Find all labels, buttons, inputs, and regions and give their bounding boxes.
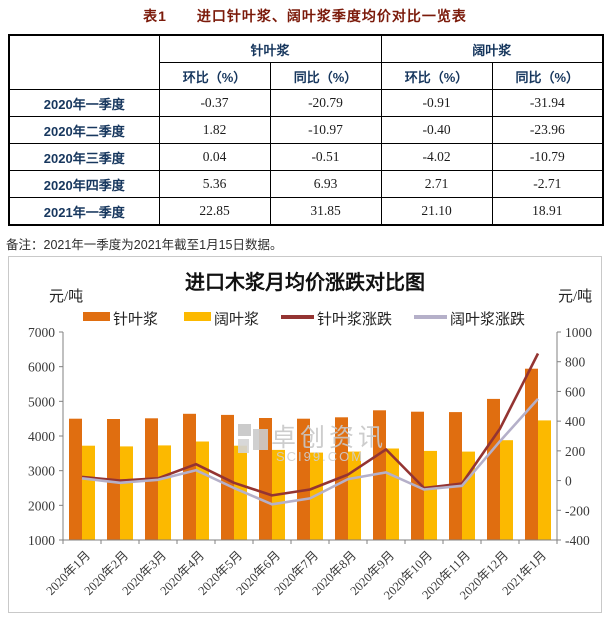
watermark-text: SCI99.COM — [276, 449, 364, 464]
cell: -4.02 — [380, 143, 493, 171]
table-row: 2020年四季度 5.36 6.93 2.71 -2.71 — [8, 170, 604, 198]
price-change-chart: 进口木浆月均价涨跌对比图 元/吨 元/吨 针叶浆 阔叶浆 针叶浆涨跌 阔叶浆涨跌… — [8, 256, 602, 613]
table-footnote: 备注：2021年一季度为2021年截至1月15日数据。 — [6, 238, 283, 252]
bar-hardwood-pulp-11 — [500, 440, 513, 540]
line-hardwood-change — [81, 398, 539, 506]
y-axis-right-label: -400 — [565, 533, 590, 548]
y-axis-left-label: 2000 — [28, 498, 55, 513]
table-sub-header-row: 环比（%） 同比（%） 环比（%） 同比（%） — [9, 62, 604, 90]
left-axis-unit: 元/吨 — [49, 288, 83, 305]
bar-softwood-pulp-9 — [411, 411, 424, 540]
chart-legend: 针叶浆 阔叶浆 针叶浆涨跌 阔叶浆涨跌 — [83, 310, 525, 328]
cell: -20.79 — [269, 89, 382, 117]
y-axis-right-label: 800 — [565, 355, 586, 370]
y-axis-left-label: 7000 — [28, 325, 55, 340]
cell: 22.85 — [158, 197, 271, 226]
bar-softwood-pulp-4 — [221, 414, 234, 540]
bar-hardwood-pulp-3 — [196, 441, 209, 540]
watermark: 卓创资讯 SCI99.COM — [238, 424, 387, 464]
cell: 21.10 — [380, 197, 493, 226]
bars-layer — [69, 368, 551, 540]
y-axis-left-label: 6000 — [28, 360, 55, 375]
y-axis-left-label: 1000 — [28, 533, 55, 548]
sub-header: 同比（%） — [269, 62, 382, 90]
bar-hardwood-pulp-7 — [348, 451, 361, 540]
group-header-softwood: 针叶浆 — [158, 34, 382, 63]
table-group-header-row: 针叶浆 阔叶浆 — [8, 34, 604, 90]
cell: -31.94 — [491, 89, 604, 117]
chart-title: 进口木浆月均价涨跌对比图 — [185, 270, 425, 294]
cell: 1.82 — [158, 116, 271, 144]
table-row: 2021年一季度 22.85 31.85 21.10 18.91 — [8, 197, 604, 226]
bar-hardwood-pulp-8 — [386, 448, 399, 540]
bar-softwood-pulp-7 — [335, 417, 348, 540]
y-axis-left-label: 5000 — [28, 394, 55, 409]
watermark-logo-block — [238, 439, 249, 453]
quarterly-price-table: 针叶浆 阔叶浆 环比（%） 同比（%） 环比（%） 同比（%） 2020年一季度… — [8, 34, 605, 226]
legend-label: 针叶浆 — [113, 310, 158, 328]
y-axis-right-label: 600 — [565, 384, 586, 399]
bar-softwood-pulp-3 — [183, 413, 196, 540]
corner-cell — [8, 34, 160, 90]
cell: -0.51 — [269, 143, 382, 171]
cell: 0.04 — [158, 143, 271, 171]
bar-softwood-pulp-11 — [487, 398, 500, 540]
y-axis-right-label: 1000 — [565, 325, 592, 340]
bar-hardwood-pulp-0 — [82, 445, 95, 540]
bar-softwood-pulp-6 — [297, 418, 310, 540]
watermark-text: 卓创资讯 — [271, 424, 387, 452]
cell: -23.96 — [491, 116, 604, 144]
table-row: 2020年一季度 -0.37 -20.79 -0.91 -31.94 — [8, 89, 604, 117]
bar-softwood-pulp-12 — [525, 368, 538, 540]
table-row: 2020年三季度 0.04 -0.51 -4.02 -10.79 — [8, 143, 604, 171]
watermark-logo-block — [238, 424, 251, 436]
table-title: 表1 进口针叶浆、阔叶浆季度均价对比一览表 — [143, 8, 467, 24]
row-label: 2020年四季度 — [8, 170, 160, 198]
y-axis-left-label: 4000 — [28, 429, 55, 444]
cell: 2.71 — [380, 170, 493, 198]
cell: -0.40 — [380, 116, 493, 144]
row-label: 2020年二季度 — [8, 116, 160, 144]
watermark-logo-block — [253, 429, 268, 450]
cell: -0.91 — [380, 89, 493, 117]
cell: -2.71 — [491, 170, 604, 198]
legend-swatch-hardwood-bar — [184, 312, 211, 321]
bar-hardwood-pulp-1 — [120, 446, 133, 540]
sub-header: 同比（%） — [491, 62, 604, 90]
legend-label: 阔叶浆涨跌 — [450, 310, 525, 328]
cell: 5.36 — [158, 170, 271, 198]
bar-softwood-pulp-0 — [69, 418, 82, 540]
row-label: 2021年一季度 — [8, 197, 160, 226]
row-label: 2020年一季度 — [8, 89, 160, 117]
row-label: 2020年三季度 — [8, 143, 160, 171]
line-softwood-change — [81, 352, 540, 497]
cell: -10.97 — [269, 116, 382, 144]
bar-hardwood-pulp-9 — [424, 450, 437, 540]
sub-header: 环比（%） — [380, 62, 493, 90]
y-axis-right-label: 200 — [565, 444, 586, 459]
bar-softwood-pulp-8 — [373, 410, 386, 540]
bar-hardwood-pulp-2 — [158, 445, 171, 540]
legend-label: 针叶浆涨跌 — [317, 310, 392, 328]
legend-label: 阔叶浆 — [214, 310, 259, 328]
group-header-hardwood: 阔叶浆 — [380, 34, 604, 63]
bar-hardwood-pulp-4 — [234, 445, 247, 540]
cell: 18.91 — [491, 197, 604, 226]
right-axis-unit: 元/吨 — [558, 288, 592, 305]
table-row: 2020年二季度 1.82 -10.97 -0.40 -23.96 — [8, 116, 604, 144]
bar-hardwood-pulp-12 — [538, 420, 551, 540]
legend-swatch-softwood-bar — [83, 312, 110, 321]
lines-layer — [81, 352, 540, 506]
cell: -0.37 — [158, 89, 271, 117]
sub-header: 环比（%） — [158, 62, 271, 90]
cell: 31.85 — [269, 197, 382, 226]
y-axis-right-label: -200 — [565, 503, 590, 518]
bar-softwood-pulp-10 — [449, 412, 462, 540]
bar-hardwood-pulp-10 — [462, 451, 475, 540]
y-axis-right-label: 400 — [565, 414, 586, 429]
y-axis-right-label: 0 — [565, 474, 572, 489]
cell: -10.79 — [491, 143, 604, 171]
y-axis-left-label: 3000 — [28, 464, 55, 479]
cell: 6.93 — [269, 170, 382, 198]
